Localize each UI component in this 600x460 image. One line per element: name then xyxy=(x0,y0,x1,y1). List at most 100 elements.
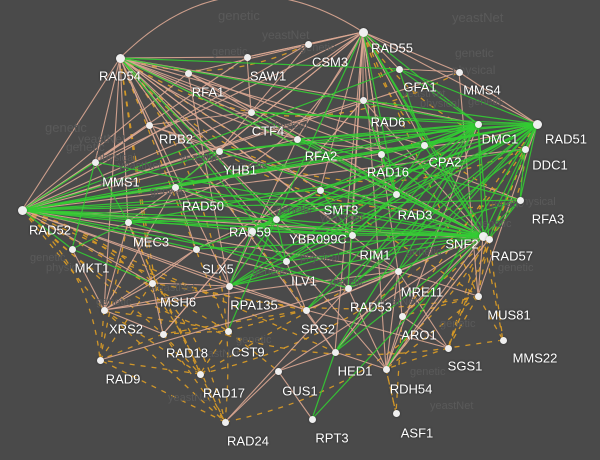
edge-coexpression xyxy=(285,235,484,262)
edge-coexpression xyxy=(285,234,353,262)
node-rad6[interactable] xyxy=(359,96,367,104)
node-rad57[interactable] xyxy=(485,235,493,243)
node-saw1[interactable] xyxy=(243,53,251,61)
node-mkt1[interactable] xyxy=(68,245,76,253)
node-mus81[interactable] xyxy=(474,292,482,300)
node-rad18[interactable] xyxy=(159,330,167,338)
node-cst9[interactable] xyxy=(224,327,232,335)
node-slx5[interactable] xyxy=(192,245,200,253)
node-rfa1[interactable] xyxy=(184,69,192,77)
edge-physical xyxy=(99,287,349,361)
edge-genetic xyxy=(21,209,336,353)
edge-physical xyxy=(362,31,538,125)
edge-genetic xyxy=(385,347,449,370)
edge-coexpression xyxy=(380,123,479,155)
edge-coexpression xyxy=(228,230,253,287)
node-snf2[interactable] xyxy=(478,231,488,241)
edge-physical xyxy=(94,57,121,163)
edge-coexpression xyxy=(296,123,538,140)
edge-coexpression xyxy=(319,189,484,237)
edge-genetic xyxy=(395,315,403,414)
edge-coexpression xyxy=(218,150,484,237)
node-aro1[interactable] xyxy=(398,312,406,320)
edge-genetic xyxy=(103,309,201,375)
edge-physical xyxy=(362,31,460,73)
edge-coexpression xyxy=(275,218,353,236)
edge-physical xyxy=(246,43,309,58)
edge-genetic xyxy=(21,209,229,332)
edge-genetic xyxy=(99,282,153,361)
node-rad52[interactable] xyxy=(17,205,27,215)
node-rad53[interactable] xyxy=(344,284,352,292)
edge-physical xyxy=(94,31,364,163)
node-ybr099c[interactable] xyxy=(248,227,256,235)
node-rpb2[interactable] xyxy=(145,121,153,129)
node-mre11[interactable] xyxy=(394,267,402,275)
edge-coexpression xyxy=(397,123,479,272)
edge-coexpression xyxy=(423,123,479,146)
edge-coexpression xyxy=(21,68,400,211)
node-rpa135[interactable] xyxy=(225,282,233,290)
edge-coexpression xyxy=(275,193,397,220)
node-dmc1[interactable] xyxy=(474,120,482,128)
edge-coexpression xyxy=(218,123,479,152)
node-ctf4[interactable] xyxy=(247,108,255,116)
node-rad50[interactable] xyxy=(171,183,179,191)
node-rad54[interactable] xyxy=(115,53,125,63)
edge-physical xyxy=(218,111,252,152)
node-mms1[interactable] xyxy=(91,158,99,166)
node-rfa3[interactable] xyxy=(516,196,524,204)
edge-coexpression xyxy=(305,123,538,311)
node-gfa1[interactable] xyxy=(395,65,403,73)
node-msh6[interactable] xyxy=(148,279,156,287)
edge-genetic xyxy=(482,235,504,341)
node-ddc1[interactable] xyxy=(521,145,529,153)
node-ilv1[interactable] xyxy=(282,257,290,265)
node-srs2[interactable] xyxy=(302,306,310,314)
node-xrs2[interactable] xyxy=(100,306,108,314)
edge-physical xyxy=(385,238,490,370)
node-rad51[interactable] xyxy=(532,119,542,129)
node-rad59[interactable] xyxy=(272,215,280,223)
edge-physical xyxy=(119,57,538,149)
node-rad24[interactable] xyxy=(221,418,229,426)
node-csm3[interactable] xyxy=(304,40,312,48)
edge-coexpression xyxy=(71,221,129,250)
node-rad55[interactable] xyxy=(358,27,368,37)
node-rad3[interactable] xyxy=(392,190,400,198)
node-cpa2[interactable] xyxy=(420,141,428,149)
edge-physical xyxy=(362,31,400,70)
node-rad17[interactable] xyxy=(196,370,204,378)
edge-physical xyxy=(119,57,336,353)
coexpression-edges xyxy=(21,31,538,420)
node-rdh54[interactable] xyxy=(382,365,390,373)
node-gus1[interactable] xyxy=(274,367,282,375)
node-rim1[interactable] xyxy=(348,231,356,239)
node-rfa2[interactable] xyxy=(293,135,301,143)
edge-coexpression xyxy=(347,148,526,289)
node-yhb1[interactable] xyxy=(215,147,223,155)
edge-physical xyxy=(362,31,425,146)
edge-physical xyxy=(385,270,399,370)
node-rad9[interactable] xyxy=(96,356,104,364)
node-mms4[interactable] xyxy=(455,68,463,76)
edge-coexpression xyxy=(21,189,321,211)
edge-coexpression xyxy=(488,123,538,240)
edge-coexpression xyxy=(347,123,479,289)
edge-genetic xyxy=(447,123,538,349)
edge-physical xyxy=(187,72,298,140)
node-sgs1[interactable] xyxy=(444,344,452,352)
edge-physical xyxy=(334,351,387,370)
node-rpt3[interactable] xyxy=(308,415,316,423)
edge-genetic xyxy=(162,333,226,423)
node-hed1[interactable] xyxy=(331,348,339,356)
edge-genetic xyxy=(385,295,479,370)
edge-coexpression xyxy=(362,31,484,237)
edge-coexpression xyxy=(250,111,484,237)
node-mms22[interactable] xyxy=(499,336,507,344)
node-rad16[interactable] xyxy=(377,150,385,158)
node-mec3[interactable] xyxy=(124,218,132,226)
node-smt3[interactable] xyxy=(316,186,324,194)
node-asf1[interactable] xyxy=(392,409,400,417)
